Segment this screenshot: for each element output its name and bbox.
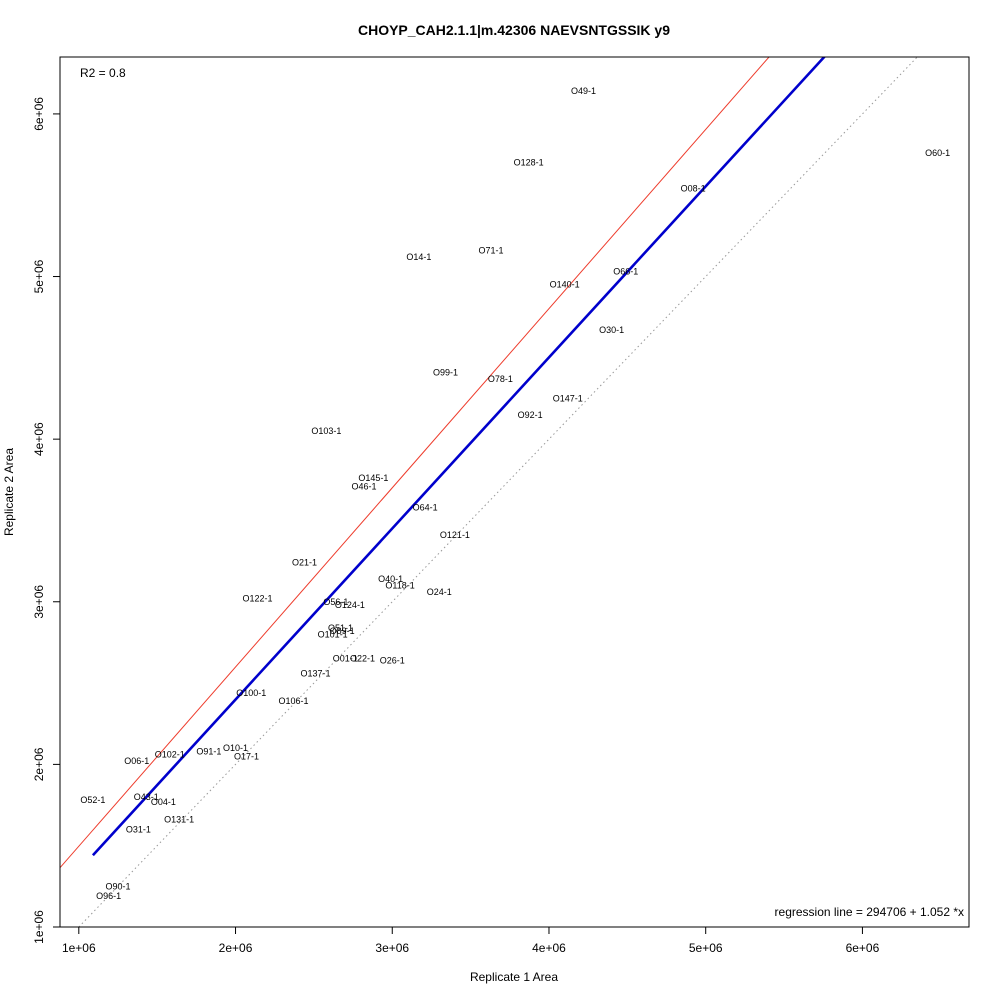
point-labels: O49-1 O60-1 O128-1 O08-1 O71-1 O14-1 O66-1 O140… bbox=[80, 86, 950, 901]
point-label: O17-1 bbox=[234, 751, 259, 761]
x-tick-label: 6e+06 bbox=[846, 941, 880, 955]
point-label: O147-1 bbox=[553, 393, 583, 403]
chart-title: CHOYP_CAH2.1.1|m.42306 NAEVSNTGSSIK y9 bbox=[358, 22, 670, 38]
point-label: O90-1 bbox=[105, 881, 130, 891]
point-label: O71-1 bbox=[478, 246, 503, 256]
x-tick-label: 2e+06 bbox=[219, 941, 253, 955]
point-label: O91-1 bbox=[196, 746, 221, 756]
point-label: O01-1 bbox=[333, 654, 358, 664]
point-label: O131-1 bbox=[164, 815, 194, 825]
x-tick-label: 3e+06 bbox=[375, 941, 409, 955]
point-label: O46-1 bbox=[352, 481, 377, 491]
point-label: O26-1 bbox=[380, 655, 405, 665]
point-label: O66-1 bbox=[613, 267, 638, 277]
point-label: O56-1 bbox=[323, 597, 348, 607]
y-tick-label: 6e+06 bbox=[32, 97, 46, 131]
point-label: O122-1 bbox=[242, 594, 272, 604]
point-label: O102-1 bbox=[155, 750, 185, 760]
point-label: O99-1 bbox=[433, 367, 458, 377]
y-tick-label: 1e+06 bbox=[32, 910, 46, 944]
point-label: O08-1 bbox=[681, 184, 706, 194]
x-tick-label: 5e+06 bbox=[689, 941, 723, 955]
reference-line bbox=[60, 57, 770, 869]
point-label: O145-1 bbox=[358, 473, 388, 483]
x-tick-label: 4e+06 bbox=[532, 941, 566, 955]
y-tick-label: 4e+06 bbox=[32, 422, 46, 456]
y-axis-label: Replicate 2 Area bbox=[2, 448, 16, 536]
y-axis: 1e+06 2e+06 3e+06 4e+06 5e+06 6e+06 bbox=[32, 97, 61, 944]
fit-lines bbox=[60, 57, 918, 927]
point-label: O51-1 bbox=[328, 623, 353, 633]
point-label: O96-1 bbox=[96, 891, 121, 901]
y-tick-label: 3e+06 bbox=[32, 585, 46, 619]
point-label: O43-1 bbox=[134, 792, 159, 802]
point-label: O06-1 bbox=[124, 756, 149, 766]
point-label: O121-1 bbox=[440, 530, 470, 540]
plot-content: O49-1 O60-1 O128-1 O08-1 O71-1 O14-1 O66-1 O140… bbox=[60, 57, 950, 927]
point-label: O40-1 bbox=[378, 574, 403, 584]
point-label: O118-1 bbox=[385, 581, 414, 591]
x-axis: 1e+06 2e+06 3e+06 4e+06 5e+06 6e+06 bbox=[62, 926, 880, 955]
point-label: O64-1 bbox=[413, 502, 438, 512]
point-label: O14-1 bbox=[406, 252, 431, 262]
point-label: O22-1 bbox=[350, 654, 375, 664]
point-label: O52-1 bbox=[80, 795, 105, 805]
point-label: O103-1 bbox=[311, 426, 341, 436]
point-label: O24-1 bbox=[427, 587, 452, 597]
x-axis-label: Replicate 1 Area bbox=[470, 970, 558, 984]
point-label: O140-1 bbox=[550, 280, 580, 290]
point-label: O128-1 bbox=[514, 158, 544, 168]
point-label: O101-1 bbox=[318, 629, 348, 639]
point-label: O60-1 bbox=[925, 148, 950, 158]
point-label: O78-1 bbox=[488, 374, 513, 384]
y-tick-label: 5e+06 bbox=[32, 259, 46, 293]
point-label: O89-1 bbox=[330, 626, 355, 636]
point-label: O21-1 bbox=[292, 558, 317, 568]
y-tick-label: 2e+06 bbox=[32, 747, 46, 781]
point-label: O10-1 bbox=[223, 743, 248, 753]
point-label: O31-1 bbox=[126, 824, 151, 834]
x-tick-label: 1e+06 bbox=[62, 941, 96, 955]
point-label: O137-1 bbox=[300, 668, 330, 678]
point-label: O100-1 bbox=[236, 688, 266, 698]
point-label: O30-1 bbox=[599, 325, 624, 335]
point-label: O106-1 bbox=[279, 696, 309, 706]
point-label: O04-1 bbox=[151, 797, 176, 807]
point-label: O92-1 bbox=[518, 410, 543, 420]
r2-annotation: R2 = 0.8 bbox=[80, 66, 126, 80]
regression-annotation: regression line = 294706 + 1.052 *x bbox=[775, 905, 964, 919]
point-label: O124-1 bbox=[335, 600, 365, 610]
regression-line bbox=[91, 57, 826, 857]
point-label: O49-1 bbox=[571, 86, 596, 96]
